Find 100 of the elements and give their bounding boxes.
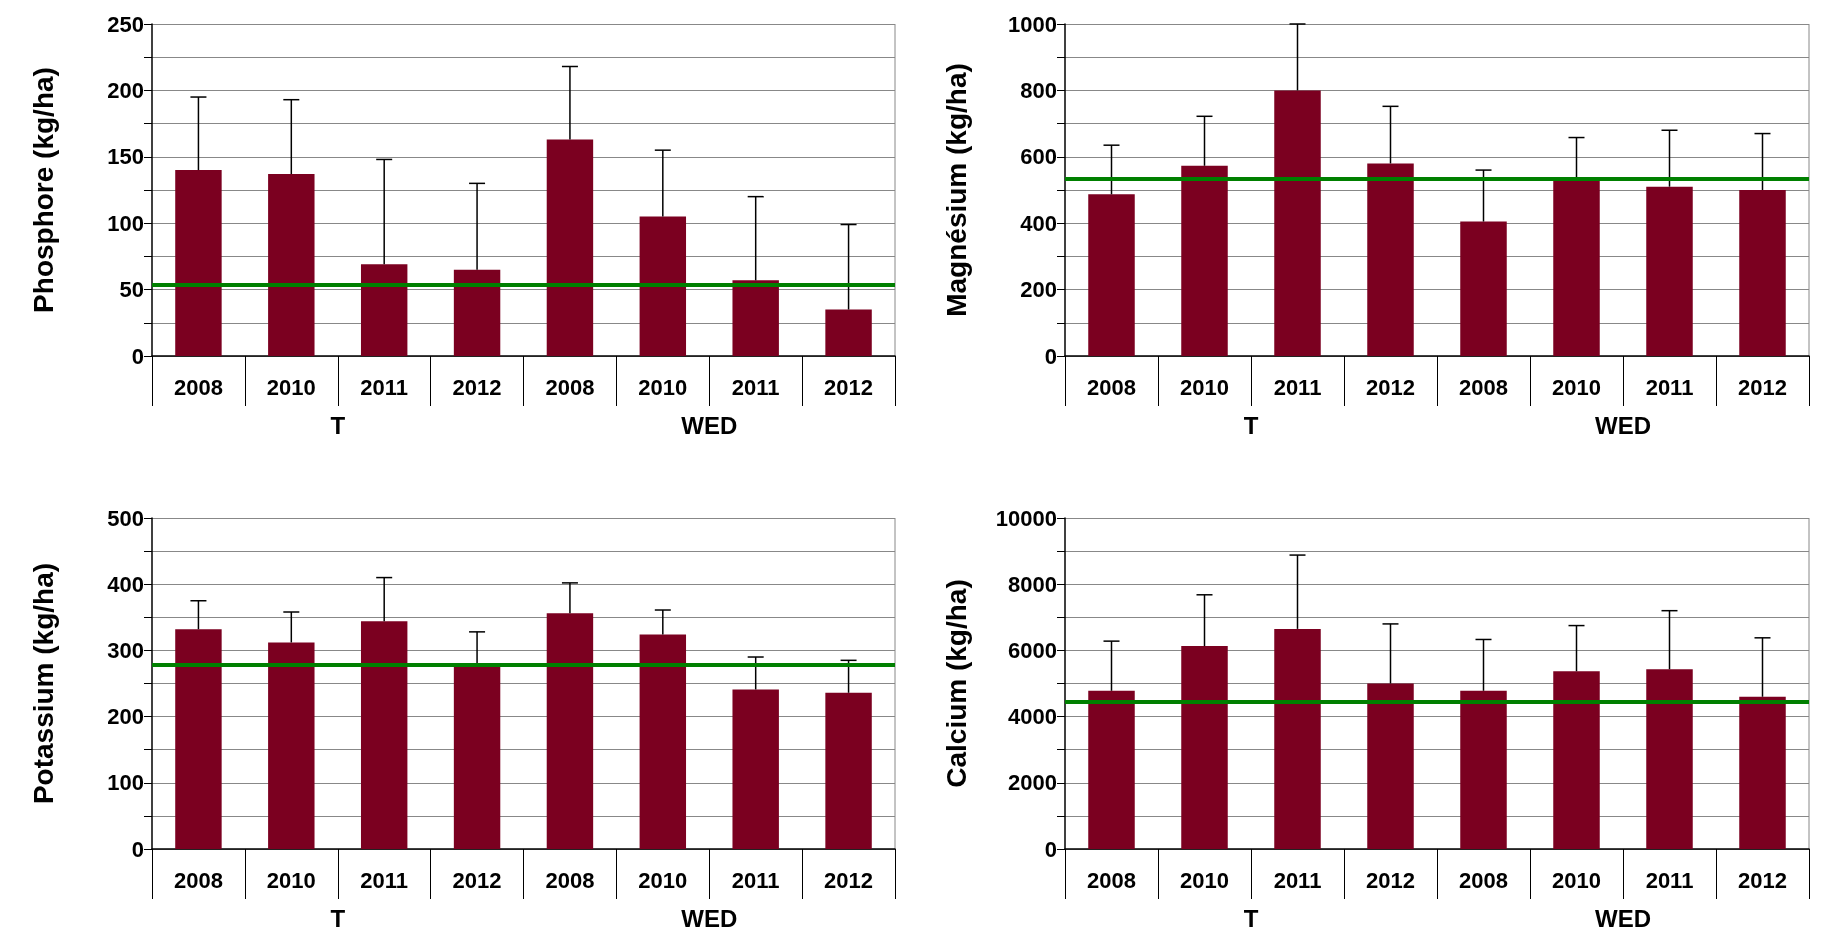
bar	[1553, 180, 1600, 356]
bar	[1088, 194, 1135, 356]
y-tick-label: 0	[131, 343, 144, 369]
x-tick-label: 2010	[1180, 867, 1229, 893]
x-tick-label: 2010	[1180, 374, 1229, 400]
x-tick-label: 2010	[638, 867, 688, 893]
bar	[1553, 671, 1600, 849]
x-tick-label: 2011	[731, 374, 780, 400]
y-tick-label: 100	[107, 770, 144, 796]
x-tick-label: 2010	[638, 374, 688, 400]
y-tick-label: 400	[1020, 210, 1057, 236]
y-tick-label: 8000	[1008, 571, 1057, 597]
x-tick-label: 2011	[1645, 374, 1694, 400]
y-tick-label: 300	[107, 637, 144, 663]
bar	[546, 139, 594, 356]
x-tick-label: 2011	[1273, 374, 1322, 400]
x-tick-label: 2012	[1366, 867, 1415, 893]
x-tick-label: 2008	[1087, 867, 1136, 893]
bar	[175, 629, 222, 849]
x-tick-label: 2008	[1459, 867, 1508, 893]
y-tick-label: 200	[107, 77, 144, 103]
y-tick-label: 500	[107, 505, 144, 531]
bar	[175, 170, 222, 356]
bar	[732, 689, 779, 849]
bar	[268, 642, 315, 849]
x-tick-label: 2010	[1552, 867, 1601, 893]
bar	[1739, 190, 1786, 356]
x-tick-label: 2011	[1273, 867, 1322, 893]
bar	[1367, 163, 1414, 356]
y-axis-title: Potassium (kg/ha)	[27, 562, 59, 805]
bar	[732, 280, 779, 356]
y-tick-label: 150	[107, 144, 144, 170]
x-tick-label: 2011	[1645, 867, 1694, 893]
text: T	[1242, 412, 1260, 440]
text: WED	[680, 905, 739, 933]
bar	[1088, 690, 1135, 849]
text: WED	[680, 412, 739, 440]
x-tick-label: 2008	[545, 867, 595, 893]
y-tick-label: 1000	[1008, 11, 1057, 37]
bar	[268, 174, 315, 356]
y-axis-title: Magnésium (kg/ha)	[940, 63, 972, 317]
x-tick-label: 2008	[173, 867, 223, 893]
bar	[1367, 683, 1414, 849]
bar	[1646, 669, 1693, 849]
y-tick-label: 0	[1044, 343, 1057, 369]
y-tick-label: 100	[107, 210, 144, 236]
bar	[1460, 690, 1507, 849]
bar	[1460, 221, 1507, 356]
text: T	[1242, 905, 1260, 933]
x-tick-label: 2011	[360, 374, 409, 400]
x-tick-label: 2012	[1738, 867, 1787, 893]
y-tick-label: 10000	[995, 505, 1057, 531]
text: WED	[1594, 412, 1652, 440]
x-tick-label: 2008	[1087, 374, 1136, 400]
bar	[360, 621, 408, 849]
y-axis-title: Calcium (kg/ha)	[940, 579, 972, 788]
text: T	[329, 905, 347, 933]
y-tick-label: 800	[1020, 77, 1057, 103]
y-tick-label: 0	[1044, 836, 1057, 862]
x-tick-label: 2008	[545, 374, 595, 400]
x-tick-label: 2008	[173, 374, 223, 400]
bar	[639, 634, 687, 849]
bar	[1646, 186, 1693, 356]
x-tick-label: 2010	[266, 867, 316, 893]
bar	[825, 692, 872, 849]
text: T	[329, 412, 347, 440]
y-axis-title: Phosphore (kg/ha)	[27, 67, 59, 313]
y-tick-label: 2000	[1008, 770, 1057, 796]
x-tick-label: 2011	[360, 867, 409, 893]
x-tick-label: 2012	[1366, 374, 1415, 400]
y-tick-label: 200	[1020, 277, 1057, 303]
x-tick-label: 2011	[731, 867, 780, 893]
x-tick-label: 2012	[824, 374, 874, 400]
bar	[1181, 646, 1228, 849]
y-tick-label: 0	[131, 836, 144, 862]
text: WED	[1594, 905, 1652, 933]
bar	[453, 665, 501, 849]
bar	[546, 613, 594, 849]
y-tick-label: 200	[107, 704, 144, 730]
y-tick-label: 6000	[1008, 637, 1057, 663]
bar	[1274, 90, 1321, 356]
bar	[1739, 696, 1786, 849]
y-tick-label: 250	[107, 11, 144, 37]
x-tick-label: 2012	[824, 867, 874, 893]
x-tick-label: 2010	[1552, 374, 1601, 400]
bar	[360, 264, 408, 356]
x-tick-label: 2012	[1738, 374, 1787, 400]
x-tick-label: 2010	[266, 374, 316, 400]
y-tick-label: 600	[1020, 144, 1057, 170]
bar	[639, 216, 687, 356]
x-tick-label: 2012	[452, 867, 502, 893]
bar	[453, 269, 501, 356]
y-tick-label: 4000	[1008, 704, 1057, 730]
x-tick-label: 2012	[452, 374, 502, 400]
bar	[1274, 628, 1321, 849]
y-tick-label: 400	[107, 571, 144, 597]
x-tick-label: 2008	[1459, 374, 1508, 400]
bar	[1181, 165, 1228, 356]
y-tick-label: 50	[119, 277, 144, 303]
bar	[825, 309, 872, 356]
